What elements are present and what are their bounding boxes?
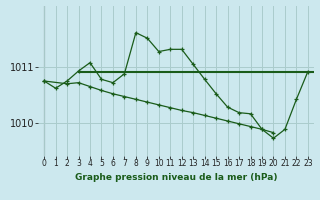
X-axis label: Graphe pression niveau de la mer (hPa): Graphe pression niveau de la mer (hPa) [75, 173, 277, 182]
